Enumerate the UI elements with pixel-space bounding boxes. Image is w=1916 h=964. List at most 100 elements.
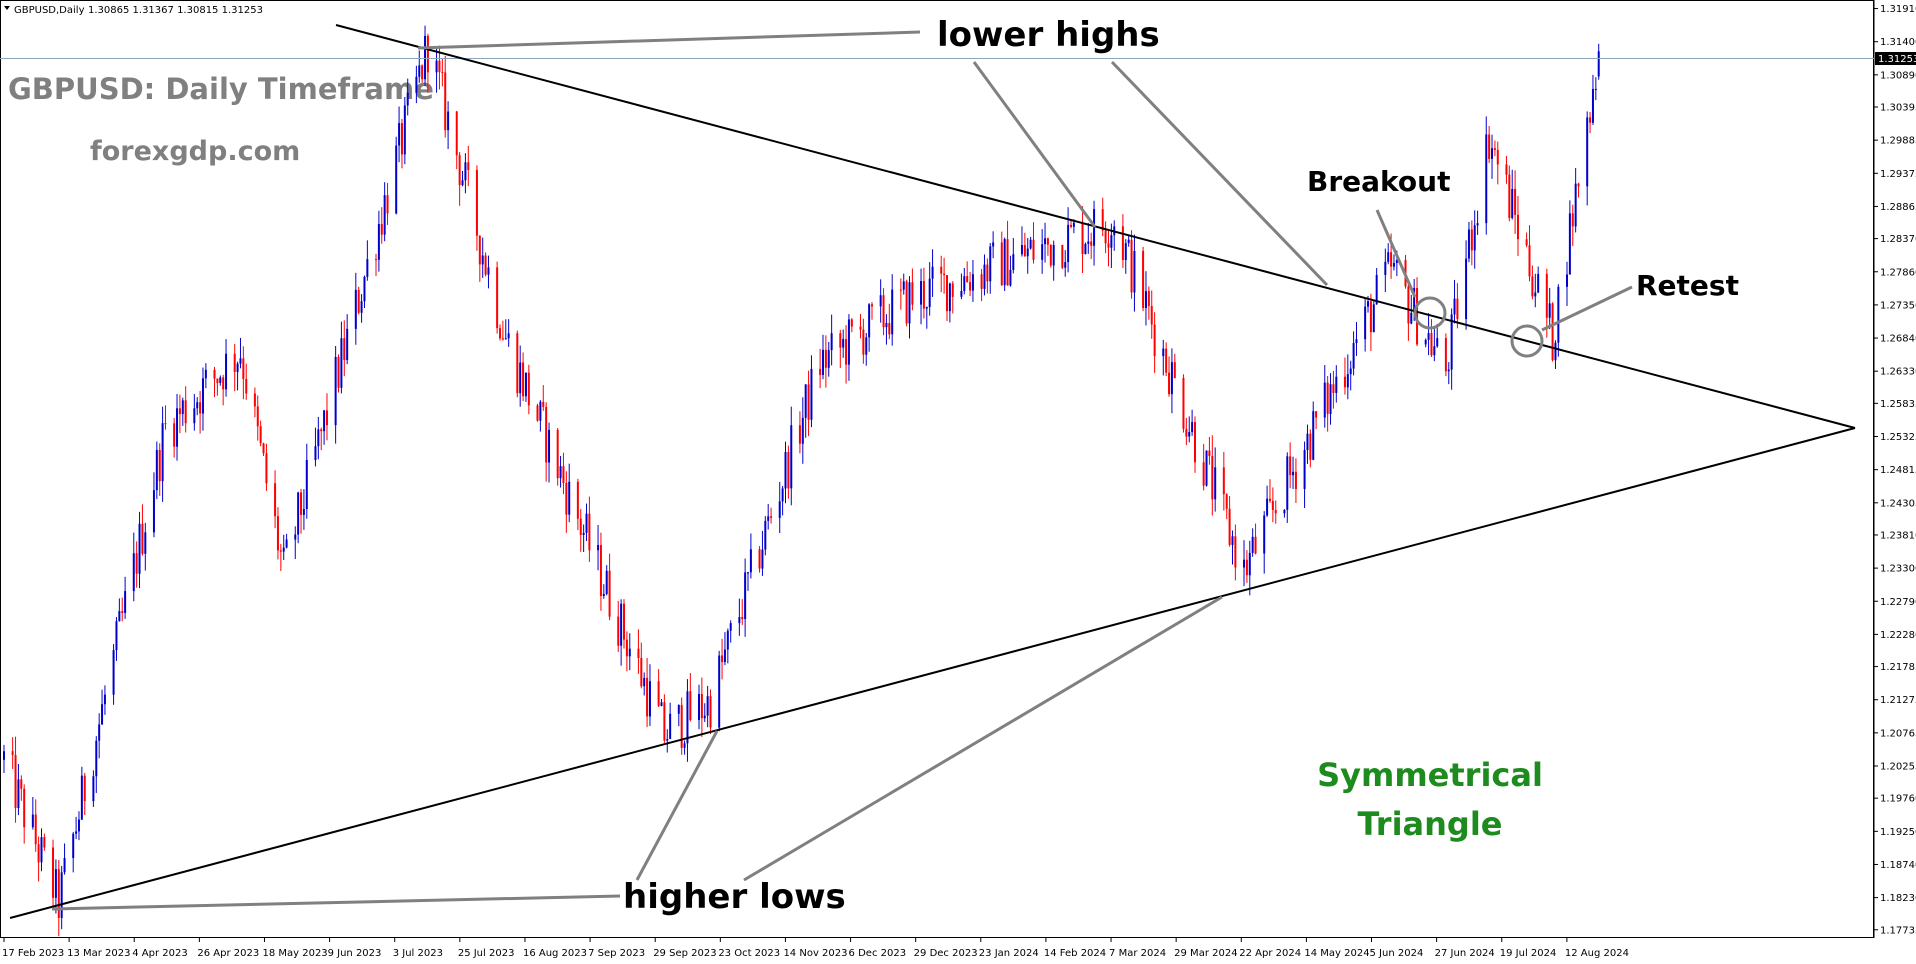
bear-candle [1225, 493, 1228, 520]
bull-candle [155, 441, 158, 500]
x-tick-label: 16 Aug 2023 [523, 948, 587, 959]
bull-candle [1124, 239, 1127, 274]
symbol-dropdown-icon[interactable] [4, 6, 10, 10]
x-tick-label: 9 Jun 2023 [328, 948, 382, 959]
bull-candle [761, 530, 764, 576]
bear-candle [499, 324, 502, 341]
lower-trendline[interactable] [9, 427, 1856, 919]
bull-candle [395, 136, 398, 215]
bear-candle [545, 402, 548, 482]
bull-candle [95, 736, 98, 793]
bear-candle [325, 393, 328, 441]
breakout-marker [1413, 296, 1447, 330]
bull-candle [1323, 365, 1326, 428]
bear-candle [1528, 225, 1531, 282]
x-tick-label: 14 Feb 2024 [1044, 948, 1106, 959]
bull-candle [302, 489, 305, 530]
breakout-pointer [1375, 209, 1417, 298]
bull-candle [435, 48, 438, 93]
y-tick-label: 1.24305 [1880, 498, 1916, 509]
y-tick-label: 1.18740 [1880, 860, 1916, 871]
bull-candle [1026, 237, 1029, 274]
bull-candle [1554, 340, 1557, 369]
bear-candle [1182, 374, 1185, 433]
bear-candle [1444, 333, 1447, 377]
bear-candle [689, 673, 692, 722]
bull-candle [92, 770, 95, 807]
bull-candle [54, 859, 57, 914]
bull-candle [801, 397, 804, 464]
y-tick-label: 1.17735 [1880, 925, 1916, 936]
bull-candle [582, 524, 585, 553]
bull-candle [1205, 450, 1208, 487]
y-tick-label: 1.20255 [1880, 762, 1916, 773]
bull-candle [891, 274, 894, 346]
lower-highs-pointer [417, 30, 921, 50]
bull-candle [1586, 111, 1589, 206]
bear-candle [899, 278, 902, 310]
y-tick-label: 1.20765 [1880, 728, 1916, 739]
bull-candle [718, 650, 721, 732]
bull-candle [118, 598, 121, 622]
bull-candle [931, 249, 934, 297]
symbol-label: GBPUSD,Daily [14, 5, 85, 16]
bull-candle [879, 279, 882, 323]
bear-candle [741, 599, 744, 625]
bear-candle [213, 366, 216, 398]
bear-candle [565, 471, 568, 533]
bull-candle [176, 394, 179, 461]
bear-candle [911, 268, 914, 311]
bear-candle [859, 314, 862, 339]
bull-candle [101, 689, 104, 725]
bull-candle [461, 171, 464, 187]
bear-candle [700, 677, 703, 738]
bull-candle [767, 503, 770, 530]
bear-candle [1000, 231, 1003, 286]
bear-candle [922, 267, 925, 319]
bear-candle [945, 275, 948, 321]
y-tick-label: 1.27860 [1880, 267, 1916, 278]
bull-candle [1312, 401, 1315, 461]
x-tick-label: 14 May 2024 [1304, 948, 1369, 959]
bull-candle [747, 571, 750, 591]
current-price-label: 1.31253 [1878, 54, 1916, 65]
bull-candle [1424, 338, 1427, 348]
bull-candle [1566, 261, 1568, 306]
bull-candle [628, 633, 631, 671]
bull-candle [729, 620, 732, 643]
bear-candle [37, 836, 40, 882]
lower-highs-pointer [1110, 60, 1329, 287]
bull-candle [948, 282, 951, 323]
bull-candle [620, 599, 623, 666]
y-tick-label: 1.21275 [1880, 695, 1916, 706]
bear-candle [640, 642, 643, 689]
bear-candle [478, 235, 481, 282]
bull-candle [865, 332, 868, 366]
bear-candle [1222, 451, 1225, 511]
bull-candle [1231, 530, 1234, 565]
bear-candle [1268, 479, 1271, 503]
bull-candle [1594, 77, 1597, 101]
bear-candle [1193, 416, 1196, 473]
bear-candle [14, 736, 17, 823]
bull-candle [1084, 242, 1087, 255]
bear-candle [274, 470, 277, 529]
bull-candle [1436, 323, 1439, 348]
bear-candle [1150, 290, 1153, 339]
bull-candle [1170, 348, 1173, 414]
bull-candle [790, 406, 793, 506]
bear-candle [357, 286, 360, 315]
x-tick-label: 23 Oct 2023 [718, 948, 780, 959]
bull-candle [1292, 456, 1295, 489]
bull-candle [666, 729, 669, 753]
x-tick-label: 7 Mar 2024 [1109, 948, 1166, 959]
bear-candle [1090, 232, 1093, 260]
bear-candle [1107, 229, 1110, 267]
bull-candle [219, 375, 222, 386]
bull-candle [1248, 540, 1251, 596]
bull-candle [686, 679, 689, 762]
bear-candle [380, 207, 383, 244]
bull-candle [660, 698, 663, 707]
bear-candle [1153, 312, 1156, 373]
